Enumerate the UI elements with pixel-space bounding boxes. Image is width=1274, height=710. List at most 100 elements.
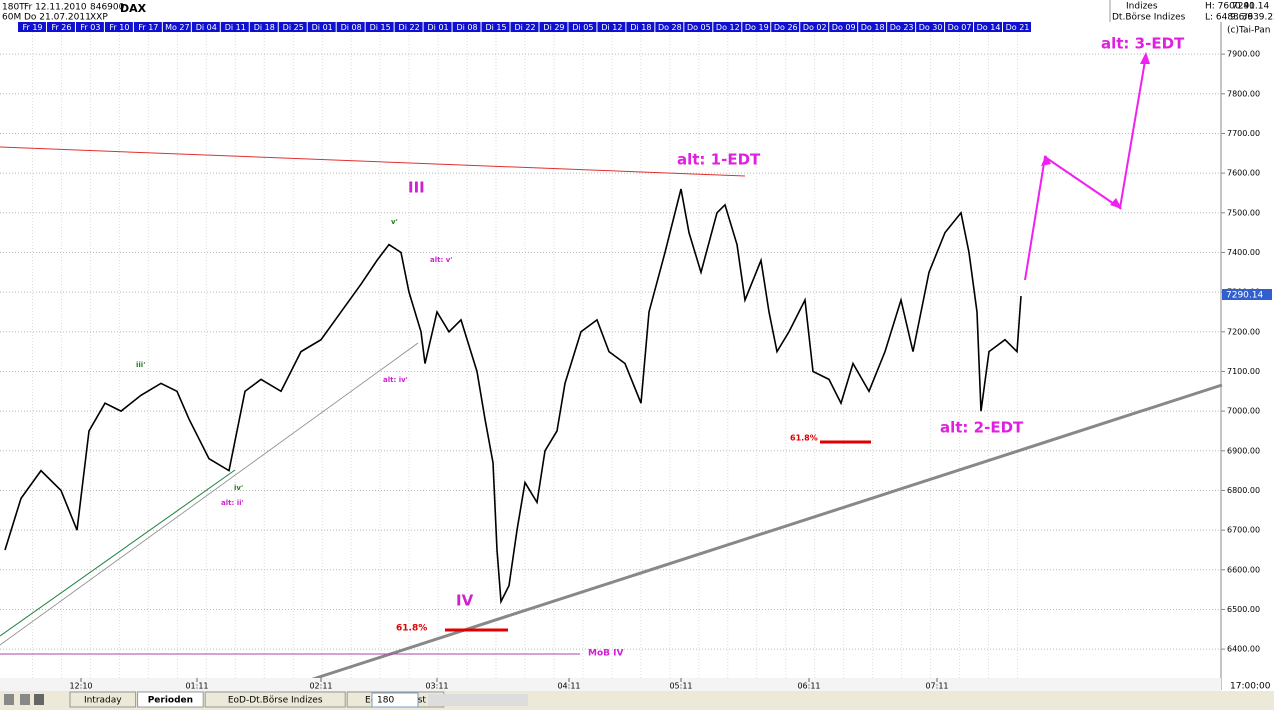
icon-button[interactable] xyxy=(34,694,44,705)
date-cell xyxy=(307,22,336,32)
header: 180T Fr 12.11.2010 846900 DAX 60M Do 21.… xyxy=(2,0,1274,36)
plot xyxy=(4,188,1022,605)
date-label: Do 26 xyxy=(774,23,798,32)
end-date: Do 21.07.2011 xyxy=(24,13,91,23)
period-select-value: 180 xyxy=(377,696,394,706)
date-label: Di 05 xyxy=(572,23,593,32)
date-label: Fr 26 xyxy=(51,23,71,32)
wave-label: alt: iv' xyxy=(383,376,408,384)
icon-button[interactable] xyxy=(20,694,30,705)
y-tick-label: 7600.00 xyxy=(1227,169,1260,178)
date-label: Do 21 xyxy=(1006,23,1030,32)
date-cell xyxy=(452,22,481,32)
tool-icons[interactable] xyxy=(428,694,528,706)
x-tick-label: 02:11 xyxy=(309,682,332,691)
y-tick-label: 7200.00 xyxy=(1227,327,1260,336)
tab[interactable] xyxy=(137,691,204,708)
date-cell xyxy=(191,22,220,32)
price-line xyxy=(4,188,1022,605)
date-cell xyxy=(655,22,684,32)
date-label: Di 18 xyxy=(254,23,275,32)
date-label: Di 01 xyxy=(312,23,333,32)
date-cell xyxy=(945,22,974,32)
wave-label: III xyxy=(408,179,425,197)
tab[interactable] xyxy=(204,691,346,708)
x-tick-label: 03:11 xyxy=(425,682,448,691)
period-select[interactable] xyxy=(371,692,419,708)
date-cell xyxy=(510,22,539,32)
date-label: Di 11 xyxy=(225,23,246,32)
date-cell xyxy=(771,22,800,32)
fib-label: 61.8% xyxy=(790,434,818,443)
date-label: Di 04 xyxy=(196,23,217,32)
x-tick-label: 07:11 xyxy=(925,682,948,691)
date-label: Do 12 xyxy=(716,23,740,32)
copyright: (c)Tai-Pan xyxy=(1227,26,1270,36)
date-label: Do 02 xyxy=(803,23,827,32)
edt-label: alt: 2-EDT xyxy=(940,419,1024,437)
y-tick-label: 7800.00 xyxy=(1227,89,1260,98)
date-cell xyxy=(858,22,887,32)
y-tick-label: 6900.00 xyxy=(1227,446,1260,455)
time: 17:00:00 xyxy=(1230,682,1271,692)
fib-label: 61.8% xyxy=(396,624,427,634)
date-label: Di 22 xyxy=(514,23,535,32)
tab[interactable] xyxy=(69,691,137,708)
date-cell xyxy=(394,22,423,32)
grid: 6400.00 6500.00 6600.00 6700.00 6800.00 6900.… xyxy=(0,50,1260,654)
date-label: Do 09 xyxy=(832,23,856,32)
date-cell xyxy=(684,22,713,32)
edt-label: alt: 1-EDT xyxy=(677,151,761,169)
low: L: 6483.39 xyxy=(1205,13,1253,23)
y-tick-label: 6600.00 xyxy=(1227,565,1260,574)
wave-label: iii' xyxy=(136,361,145,369)
date-cell xyxy=(249,22,278,32)
wkn: 846900 xyxy=(90,3,125,13)
wave-label: IV xyxy=(456,592,474,610)
date-label: Do 18 xyxy=(861,23,885,32)
x-tick-label: 01:11 xyxy=(185,682,208,691)
icon-button[interactable] xyxy=(4,694,14,705)
date-cell xyxy=(104,22,133,32)
date-label: Do 30 xyxy=(919,23,943,32)
resistance-line xyxy=(0,146,746,177)
date-label: Mo 27 xyxy=(165,23,190,32)
date-cell xyxy=(626,22,655,32)
start-date: Fr 12.11.2010 xyxy=(24,3,87,13)
date-label: Di 18 xyxy=(630,23,651,32)
tab-label: EoD-Dt.Börse Indizes xyxy=(228,696,323,706)
date-cell xyxy=(75,22,104,32)
change: 9.6/639.22 xyxy=(1230,13,1274,23)
date-cell xyxy=(539,22,568,32)
y-tick-label: 7900.00 xyxy=(1227,50,1260,59)
date-cell xyxy=(18,22,46,32)
y-tick-label: 7100.00 xyxy=(1227,367,1260,376)
annotations: III v' alt: v' iii' iv' alt: ii' alt: iv… xyxy=(136,35,1185,659)
date-cell xyxy=(336,22,365,32)
symbol: DAX xyxy=(120,2,147,15)
date-label: Di 15 xyxy=(485,23,506,32)
group: Indizes xyxy=(1126,2,1158,12)
date-label: Do 07 xyxy=(948,23,972,32)
date-cell xyxy=(365,22,394,32)
edt-label: alt: 3-EDT xyxy=(1101,35,1185,53)
period: 180T xyxy=(2,3,25,13)
arrow-head xyxy=(1140,52,1150,64)
y-tick-label: 6700.00 xyxy=(1227,526,1260,535)
y-tick-label: 6500.00 xyxy=(1227,605,1260,614)
date-cell xyxy=(162,22,191,32)
y-tick-label: 6800.00 xyxy=(1227,486,1260,495)
last-price: 7290.14 xyxy=(1226,291,1263,301)
wave-label: iv' xyxy=(234,484,243,492)
date-label: Di 22 xyxy=(399,23,420,32)
date-label: Fr 17 xyxy=(138,23,158,32)
green-trendline xyxy=(0,469,236,637)
y-tick-label: 7400.00 xyxy=(1227,248,1260,257)
date-label: Fr 10 xyxy=(109,23,129,32)
date-label: Di 15 xyxy=(370,23,391,32)
date-cell xyxy=(974,22,1003,32)
date-cell xyxy=(887,22,916,32)
date-cell xyxy=(481,22,510,32)
date-cell xyxy=(916,22,945,32)
